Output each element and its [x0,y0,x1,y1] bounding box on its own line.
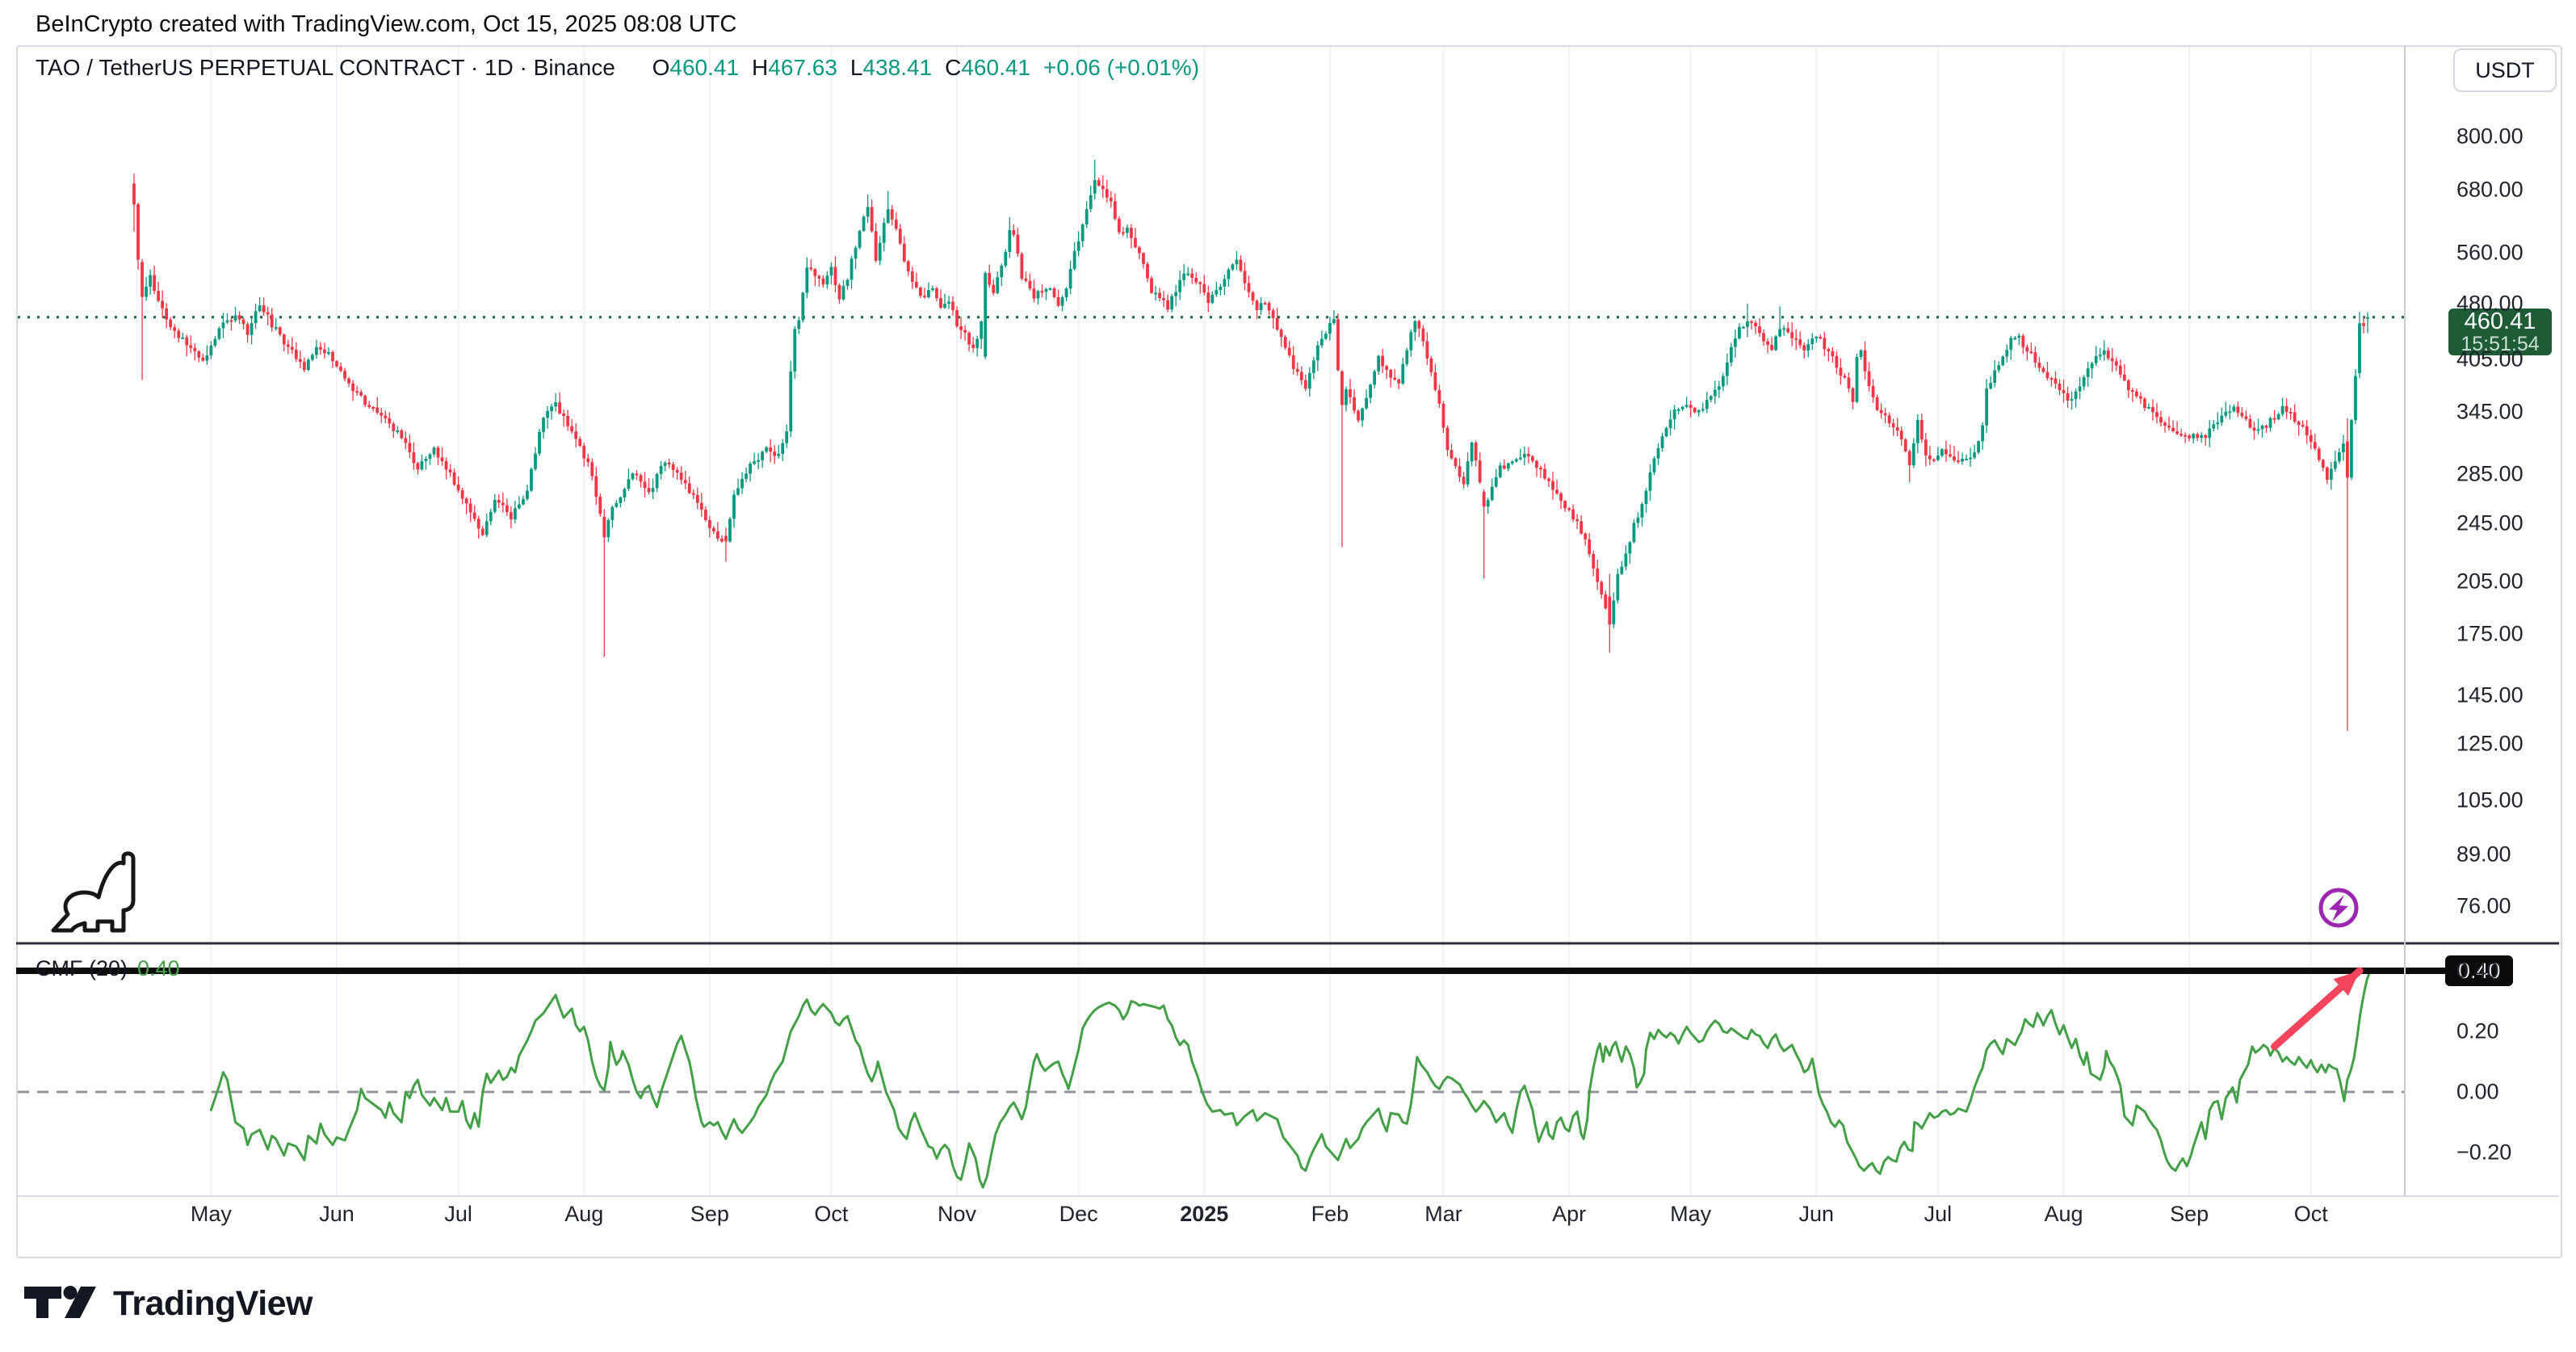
symbol-title[interactable]: TAO / TetherUS PERPETUAL CONTRACT · 1D ·… [36,55,615,80]
last-price-badge: 460.41 15:51:54 [2448,309,2552,355]
time-tick-label: Jun [1798,1202,1835,1226]
time-tick-label: Jul [444,1202,472,1226]
time-tick-label: Mar [1424,1202,1462,1226]
time-tick-label: May [190,1202,232,1226]
time-tick-label: Oct [814,1202,849,1226]
price-tick-label: 285.00 [2456,461,2524,486]
time-tick-label: Sep [690,1202,729,1226]
time-tick-label: Oct [2293,1202,2328,1226]
time-tick-label: Feb [1311,1202,1349,1226]
price-tick-label: 145.00 [2456,682,2524,707]
time-tick-label: Aug [2044,1202,2083,1226]
price-tick-label: 560.00 [2456,240,2524,265]
ohlc-readout: O460.41 H467.63 L438.41 C460.41 +0.06 (+0.01… [652,55,1200,80]
price-tick-label: 205.00 [2456,569,2524,594]
price-tick-label: 680.00 [2456,177,2524,202]
time-tick-label: Dec [1059,1202,1098,1226]
indicator-tick-label: 0.20 [2456,1018,2499,1043]
price-tick-label: 105.00 [2456,787,2524,812]
time-tick-label: Aug [564,1202,604,1226]
price-tick-label: 800.00 [2456,124,2524,149]
time-tick-label: Nov [938,1202,977,1226]
price-tick-label: 480.00 [2456,291,2524,316]
price-tick-label: 405.00 [2456,346,2524,372]
indicator-tick-label: 0.40 [2456,958,2499,983]
price-tick-label: 125.00 [2456,731,2524,756]
time-tick-label: Apr [1552,1202,1587,1226]
indicator-value-badge: 0.40 [2445,955,2513,986]
tradingview-logo-icon [24,1285,96,1318]
currency-toggle-button[interactable]: USDT [2453,48,2557,92]
symbol-title-row: TAO / TetherUS PERPETUAL CONTRACT · 1D ·… [36,55,1199,81]
bar-countdown: 15:51:54 [2461,333,2540,356]
dinosaur-watermark-icon [51,851,136,933]
attribution-header: BeInCrypto created with TradingView.com,… [36,11,737,37]
price-tick-label: 175.00 [2456,621,2524,646]
price-tick-label: 345.00 [2456,399,2524,424]
indicator-tick-label: −0.20 [2456,1140,2512,1165]
time-tick-label: Sep [2170,1202,2209,1226]
time-tick-label: May [1670,1202,1712,1226]
price-tick-label: 245.00 [2456,510,2524,535]
indicator-legend[interactable]: CMF (20) 0.40 [36,956,180,980]
price-tick-label: 76.00 [2456,893,2511,918]
time-tick-label: Jul [1924,1202,1953,1226]
chart-widget-frame [16,45,2562,1258]
time-tick-label: Jun [319,1202,355,1226]
time-tick-label: 2025 [1180,1202,1229,1226]
tradingview-logo[interactable]: TradingView [23,1284,313,1324]
change-readout: +0.06 (+0.01%) [1043,55,1200,80]
indicator-tick-label: 0.00 [2456,1079,2499,1104]
price-tick-label: 89.00 [2456,842,2511,867]
